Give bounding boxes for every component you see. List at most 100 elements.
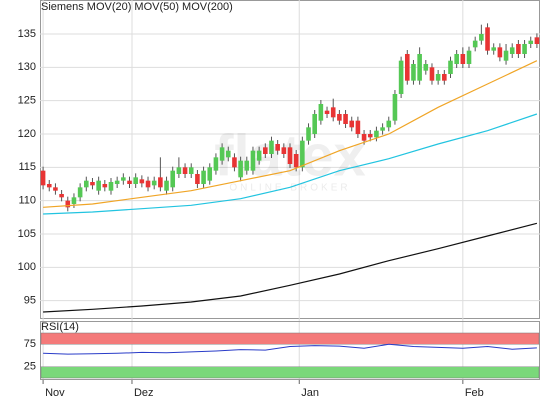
candle-body <box>300 140 305 168</box>
candle-body <box>201 170 206 184</box>
moving-average-line <box>43 222 538 313</box>
candle-body <box>114 180 120 184</box>
candle-body <box>281 147 287 154</box>
y-tick-label: 25 <box>24 361 36 373</box>
candle-body <box>485 27 490 51</box>
candle-body <box>83 180 89 188</box>
candle-body <box>374 130 379 138</box>
panel-title: RSI(14) <box>41 321 79 333</box>
moving-average-line <box>43 113 538 215</box>
y-tick-label: 95 <box>24 295 36 307</box>
y-tick-label: 130 <box>18 61 36 73</box>
candle-body <box>195 174 200 184</box>
rsi-band <box>40 366 540 379</box>
rsi-line <box>43 343 537 355</box>
candle-body <box>479 34 484 41</box>
candle-body <box>361 134 367 141</box>
candle-body <box>158 177 163 188</box>
candle-body <box>522 44 527 54</box>
candle-body <box>238 160 243 178</box>
y-tick-label: 125 <box>18 95 36 107</box>
candle-body <box>263 147 268 154</box>
candle-body <box>287 147 293 164</box>
legend-entry: MOV(50) <box>134 1 179 13</box>
candle-body <box>188 167 194 174</box>
candle-body <box>312 114 317 134</box>
candle-body <box>232 157 237 168</box>
candle-body <box>139 179 145 184</box>
candle-body <box>411 64 416 81</box>
candle-body <box>151 180 157 186</box>
y-tick-label: 120 <box>18 128 36 140</box>
candle-body <box>182 167 188 174</box>
candle-body <box>355 120 361 134</box>
candle-body <box>77 187 83 198</box>
candle-body <box>40 170 46 186</box>
candle-body <box>442 74 447 81</box>
candle-body <box>392 94 398 121</box>
candle-body <box>318 104 324 121</box>
candle-body <box>53 187 58 191</box>
candle-body <box>528 40 534 44</box>
candle-body <box>491 47 497 51</box>
candle-body <box>96 180 101 191</box>
y-tick-label: 75 <box>24 338 36 350</box>
legend-entry: MOV(200) <box>182 1 233 13</box>
candle-body <box>65 200 71 208</box>
watermark-sub: ONLINE BROKER <box>229 183 350 194</box>
candle-body <box>324 110 330 114</box>
moving-average-line <box>43 60 538 208</box>
candle-body <box>472 40 478 48</box>
y-tick-label: 115 <box>18 161 36 173</box>
candle-body <box>71 197 77 204</box>
x-tick-label: Jan <box>301 387 319 399</box>
candle-body <box>516 44 521 54</box>
candle-body <box>133 177 138 184</box>
rsi-band <box>40 332 540 345</box>
candle-body <box>102 184 108 188</box>
candle-body <box>380 127 385 131</box>
candle-body <box>349 120 355 128</box>
candle-body <box>460 54 466 64</box>
candle-body <box>207 167 213 181</box>
candle-body <box>121 177 126 181</box>
candle-body <box>275 144 280 151</box>
candle-body <box>293 154 299 168</box>
candle-body <box>269 140 274 154</box>
legend-entry: Siemens <box>41 1 84 13</box>
candle-body <box>454 54 459 64</box>
candle-body <box>429 67 435 81</box>
candle-body <box>435 74 441 81</box>
candle-body <box>448 60 453 74</box>
candle-body <box>404 54 410 81</box>
candle-body <box>306 127 311 141</box>
candle-body <box>225 150 231 158</box>
candle-body <box>164 180 169 191</box>
candle-body <box>337 114 342 121</box>
y-tick-label: 135 <box>18 28 36 40</box>
candle-body <box>219 147 225 161</box>
candle-body <box>398 60 404 94</box>
y-tick-label: 105 <box>18 228 36 240</box>
legend-entry: MOV(20) <box>87 1 132 13</box>
candle-body <box>509 47 515 54</box>
candle-body <box>534 37 540 44</box>
candle-body <box>90 182 95 186</box>
candle-body <box>170 170 176 188</box>
candle-body <box>497 47 503 58</box>
x-tick-label: Nov <box>45 387 65 399</box>
candle-body <box>244 160 250 171</box>
candle-body <box>343 114 348 124</box>
candle-body <box>466 50 472 64</box>
candle-body <box>108 182 114 191</box>
y-tick-label: 110 <box>18 195 36 207</box>
candle-body <box>176 167 182 174</box>
candle-body <box>145 180 151 188</box>
candle-body <box>367 134 373 138</box>
x-tick-label: Feb <box>465 387 484 399</box>
candle-body <box>330 107 336 118</box>
candle-body <box>46 184 52 188</box>
candle-body <box>127 180 132 184</box>
candle-body <box>213 157 219 171</box>
